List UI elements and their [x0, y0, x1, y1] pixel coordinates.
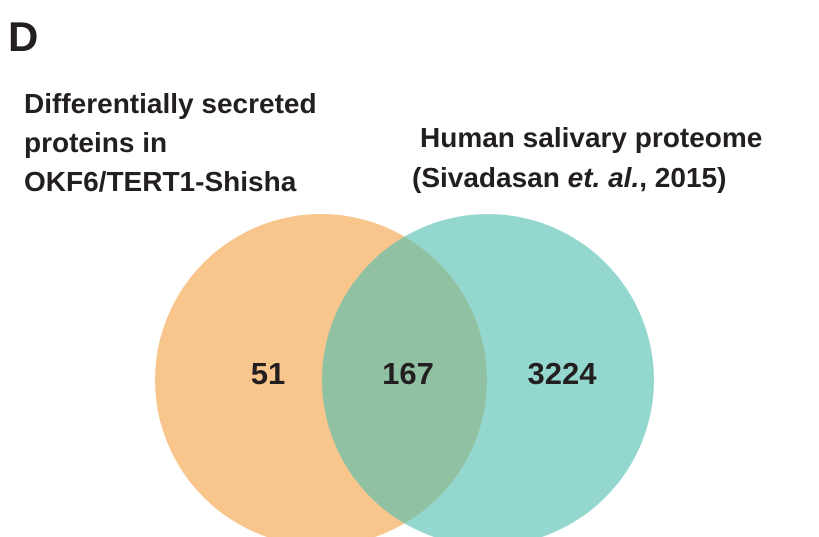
region-count: 51: [251, 356, 285, 391]
set-label: proteins in: [24, 127, 167, 158]
set-label: Differentially secreted: [24, 88, 317, 119]
set-label-part: , 2015): [639, 162, 726, 193]
set-label-part: Differentially secreted: [24, 88, 317, 119]
set-circle: [322, 214, 654, 537]
set-label-part: proteins in: [24, 127, 167, 158]
set-label-part: Human salivary proteome: [420, 122, 762, 153]
region-count: 167: [382, 356, 434, 391]
panel-label: D: [8, 13, 38, 60]
set-label-part: et. al.: [568, 162, 640, 193]
region-count: 3224: [528, 356, 598, 391]
set-label: Human salivary proteome: [420, 122, 762, 153]
set-label-part: (Sivadasan: [412, 162, 568, 193]
set-label: (Sivadasan et. al., 2015): [412, 162, 726, 193]
set-label-part: OKF6/TERT1-Shisha: [24, 166, 297, 197]
set-label: OKF6/TERT1-Shisha: [24, 166, 297, 197]
